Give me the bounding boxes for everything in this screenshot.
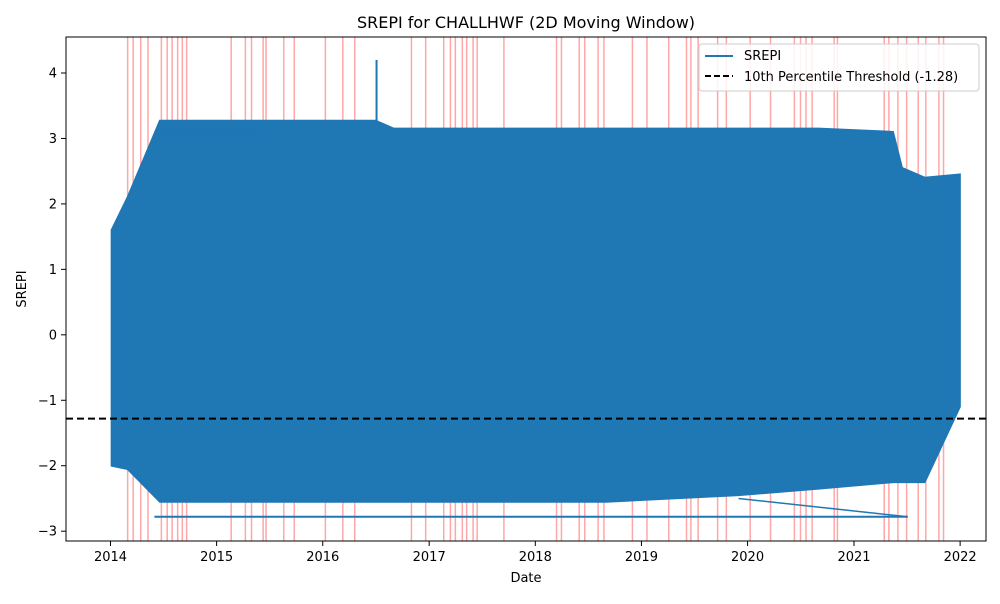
chart-title: SREPI for CHALLHWF (2D Moving Window) bbox=[357, 13, 695, 32]
y-tick-label: 0 bbox=[49, 328, 57, 343]
legend: SREPI 10th Percentile Threshold (-1.28) bbox=[698, 43, 980, 92]
y-axis: −3 −2 −1 0 1 2 3 4 bbox=[38, 67, 66, 540]
legend-frame bbox=[698, 43, 980, 92]
y-tick-label: 1 bbox=[49, 263, 57, 278]
x-tick-label: 2015 bbox=[200, 550, 233, 565]
x-tick-label: 2016 bbox=[306, 550, 339, 565]
y-tick-label: 4 bbox=[49, 67, 57, 82]
x-tick-label: 2022 bbox=[944, 550, 977, 565]
plot-frame bbox=[65, 36, 987, 542]
y-tick-label: −3 bbox=[38, 525, 57, 540]
srepi-band bbox=[110, 119, 961, 503]
x-tick-label: 2020 bbox=[731, 550, 764, 565]
y-tick-label: −1 bbox=[38, 394, 57, 409]
y-tick-label: 3 bbox=[49, 132, 57, 147]
x-tick-label: 2021 bbox=[837, 550, 870, 565]
srepi-drop-line bbox=[738, 497, 908, 518]
y-tick-label: 2 bbox=[49, 197, 57, 212]
srepi-series bbox=[110, 59, 961, 518]
x-axis: 2014 2015 2016 2017 2018 2019 2020 2021 2022 bbox=[94, 541, 977, 565]
legend-label-srepi: SREPI bbox=[744, 49, 781, 64]
y-axis-title: SREPI bbox=[15, 270, 30, 307]
y-tick-label: −2 bbox=[38, 459, 57, 474]
x-tick-label: 2018 bbox=[519, 550, 552, 565]
x-tick-label: 2017 bbox=[413, 550, 446, 565]
x-tick-label: 2019 bbox=[625, 550, 658, 565]
x-tick-label: 2014 bbox=[94, 550, 127, 565]
x-axis-title: Date bbox=[510, 571, 541, 586]
legend-label-threshold: 10th Percentile Threshold (-1.28) bbox=[744, 70, 958, 85]
